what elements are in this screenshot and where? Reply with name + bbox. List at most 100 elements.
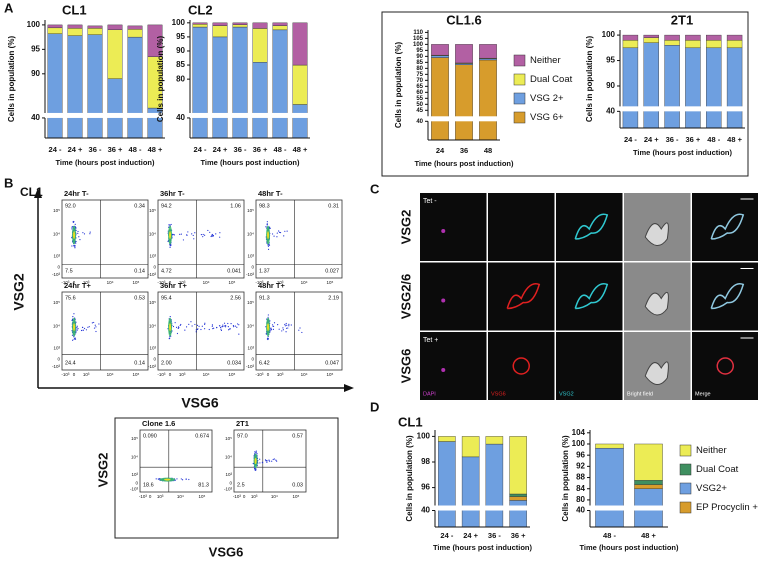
flow-event <box>74 337 76 339</box>
micrograph <box>420 332 487 400</box>
bar-segment <box>292 64 308 105</box>
bar-segment <box>595 447 624 528</box>
flow-event <box>200 328 202 331</box>
y-tick-label: 55 <box>416 96 423 102</box>
x-axis-title: Time (hours post induction) <box>55 158 155 167</box>
y-tick-label: 10⁴ <box>149 324 156 329</box>
channel-label: VSG2 <box>559 391 574 397</box>
condition-tag: Tet - <box>423 198 437 205</box>
chart-title: CL1 <box>62 2 87 17</box>
plot-title: 2T1 <box>236 419 249 428</box>
bar-segment <box>292 104 308 139</box>
micrograph <box>692 332 758 400</box>
flow-event <box>71 319 73 322</box>
flow-event <box>207 229 209 232</box>
x-tick-label: -10³ <box>255 280 264 285</box>
quadrant-percent: 0.090 <box>143 433 157 439</box>
flow-density-core <box>254 457 257 465</box>
flow-event <box>73 313 75 315</box>
y-tick-label: 10³ <box>247 345 254 350</box>
axis-title: VSG2 <box>95 453 110 488</box>
bar-segment <box>485 443 504 528</box>
chart-title: CL2 <box>188 2 213 17</box>
flow-event <box>71 228 73 230</box>
y-tick-label: 95 <box>31 44 40 53</box>
flow-event <box>194 323 196 326</box>
flow-event <box>283 235 285 237</box>
flow-event <box>234 325 236 327</box>
flow-event <box>218 325 221 327</box>
micrograph <box>420 193 487 261</box>
quadrant-percent: 0.047 <box>325 360 339 366</box>
flow-event <box>168 224 170 226</box>
y-tick-label: 75 <box>416 72 423 78</box>
panel-label: D <box>370 399 379 414</box>
flow-event <box>238 324 240 326</box>
legend-swatch <box>679 501 692 514</box>
y-tick-label: 80 <box>576 495 585 504</box>
arrow-head <box>344 384 354 392</box>
flow-event <box>273 235 275 237</box>
flow-event <box>81 326 84 329</box>
bar-segment <box>509 493 527 497</box>
x-tick-label: 24 + <box>644 135 659 144</box>
flow-event <box>272 458 274 461</box>
channel-label: DAPI <box>423 391 436 397</box>
x-tick-label: -10³ <box>255 372 264 377</box>
flow-event <box>184 329 186 331</box>
micrograph <box>692 193 758 261</box>
x-tick-label: 10³ <box>179 372 186 377</box>
y-axis-title: Cells in population (%) <box>7 36 16 123</box>
flow-event <box>264 459 267 461</box>
bar-segment <box>643 42 659 129</box>
flow-event <box>285 331 287 333</box>
y-tick-label: 60 <box>416 90 423 96</box>
flow-event <box>82 329 84 331</box>
flow-event <box>181 479 184 481</box>
quadrant-percent: 81.3 <box>198 482 209 488</box>
bar-segment <box>252 22 268 29</box>
micrograph <box>556 332 623 400</box>
flow-event <box>266 338 269 340</box>
flow-event <box>178 327 180 329</box>
quadrant-percent: 6.42 <box>259 360 270 366</box>
cell-stain <box>574 213 609 240</box>
bar-segment <box>212 36 228 139</box>
x-tick-label: 10⁵ <box>198 494 205 499</box>
flow-event <box>180 233 182 235</box>
quadrant-percent: 97.0 <box>237 433 248 439</box>
bar-segment <box>438 441 456 528</box>
flow-event <box>193 238 195 240</box>
bar-segment <box>272 22 288 26</box>
flow-event <box>236 326 238 328</box>
flow-event <box>259 462 261 464</box>
flow-event <box>72 339 74 341</box>
y-tick-label: 10⁴ <box>247 324 254 329</box>
flow-event <box>285 322 287 325</box>
y-tick-label: 10⁵ <box>131 436 138 441</box>
x-tick-label: 24 - <box>440 531 453 540</box>
x-tick-label: 24 + <box>213 145 228 154</box>
flow-event <box>273 322 276 324</box>
flow-event <box>211 233 213 236</box>
cell-stain <box>574 283 609 310</box>
flow-event <box>71 334 74 336</box>
y-tick-label: 0 <box>251 264 254 269</box>
x-tick-label: 36 + <box>108 145 123 154</box>
bar-segment <box>272 29 288 139</box>
bar-segment <box>67 24 83 29</box>
flow-event <box>223 322 226 324</box>
x-tick-label: 10³ <box>277 372 284 377</box>
flow-event <box>266 460 268 462</box>
cell-stain <box>716 357 735 375</box>
y-tick-label: 10⁵ <box>225 436 232 441</box>
bar-segment <box>461 456 480 528</box>
x-tick-label: 24 - <box>194 145 207 154</box>
x-tick-label: 36 <box>460 146 468 155</box>
x-tick-label: 10⁴ <box>107 280 114 285</box>
flow-event <box>287 327 289 329</box>
bar-segment <box>87 25 103 29</box>
bar-segment <box>509 496 527 501</box>
flow-event <box>170 223 172 226</box>
bar-segment <box>252 28 268 63</box>
